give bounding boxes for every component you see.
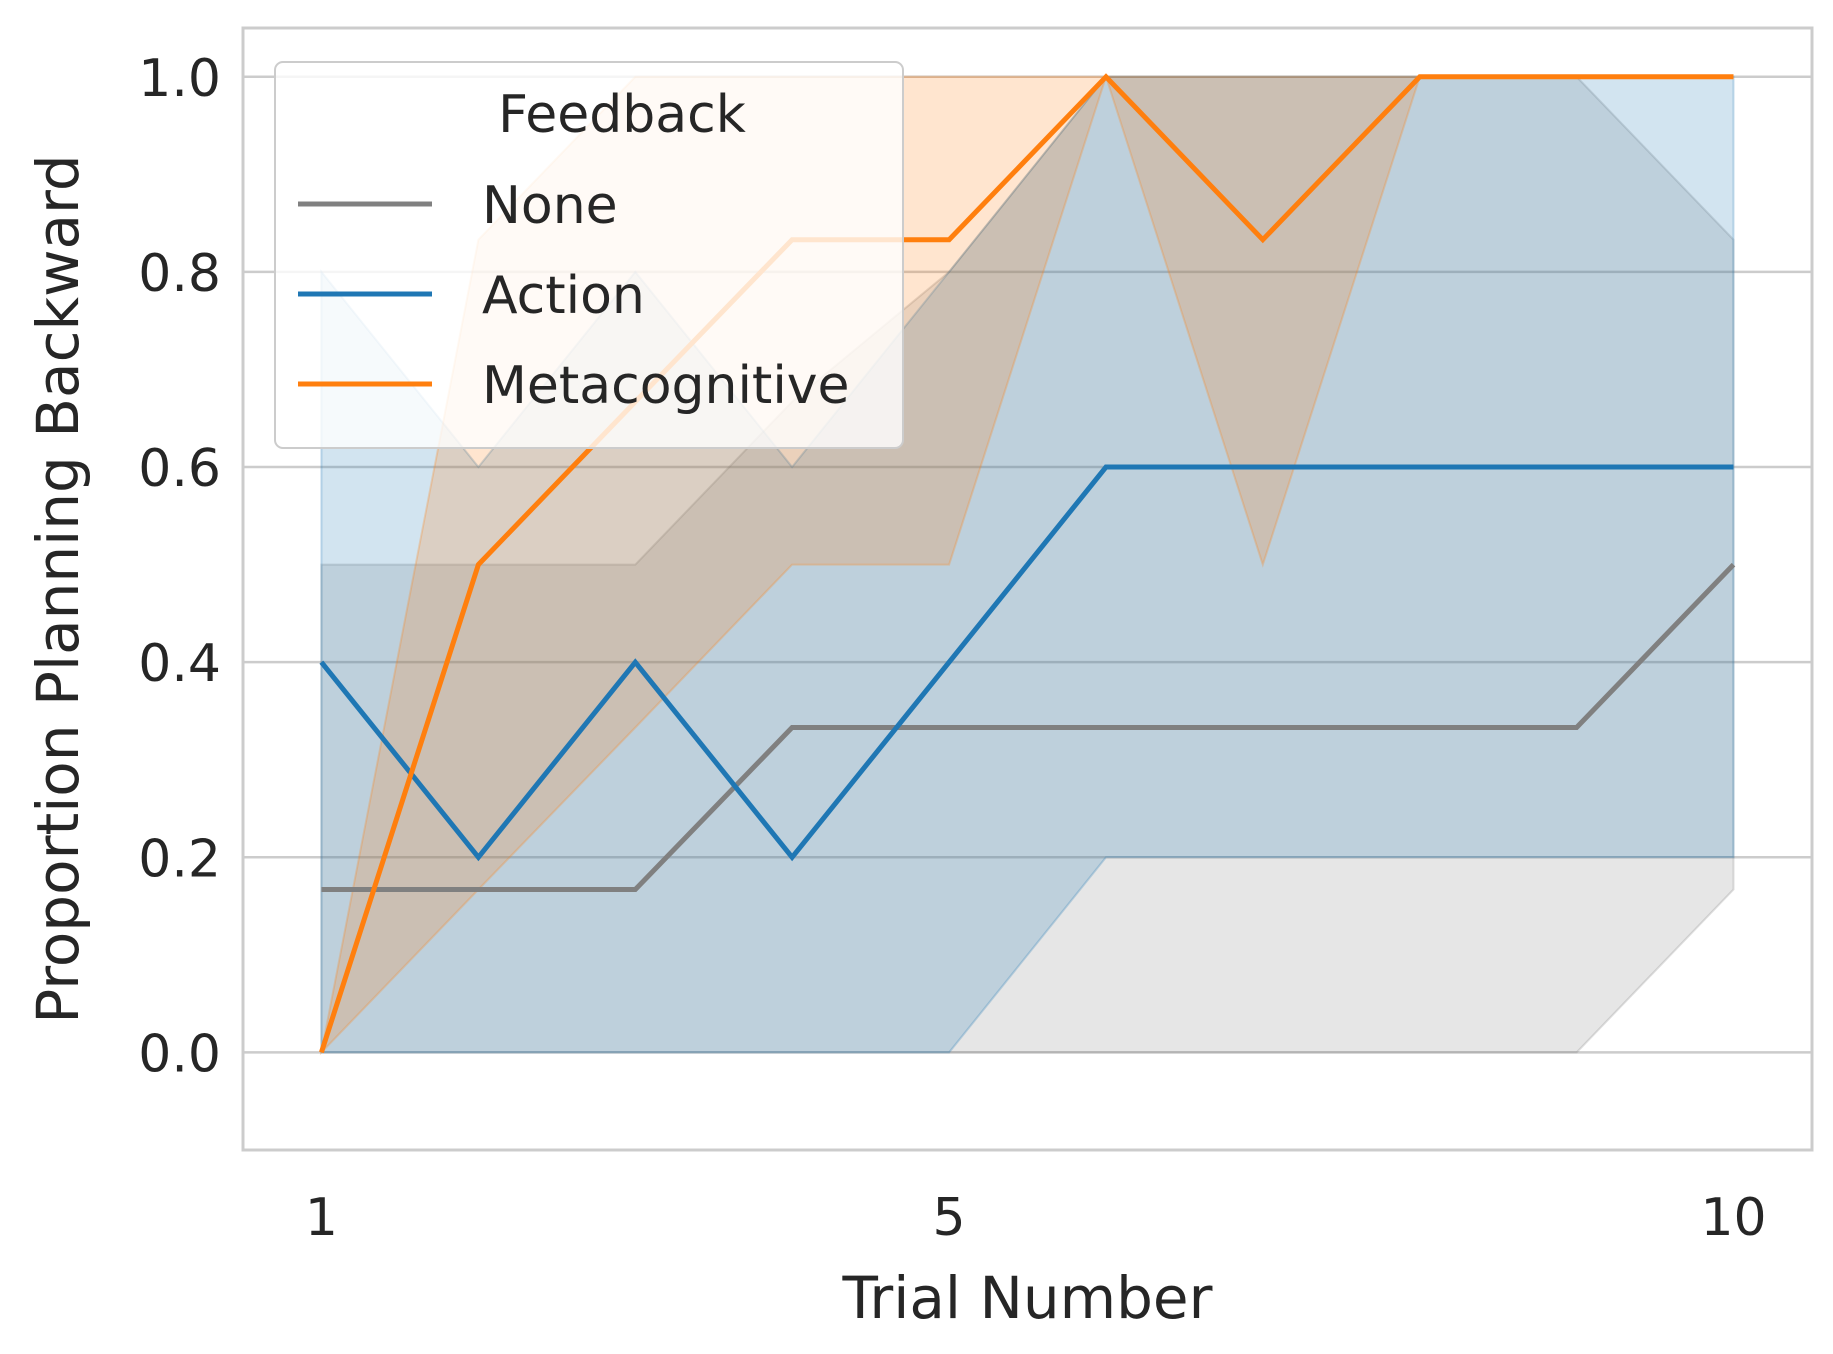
y-tick-label: 0.6 (138, 439, 221, 499)
legend-items: None Action Metacognitive (298, 176, 850, 416)
y-tick-label: 0.2 (138, 829, 221, 889)
legend-label: None (482, 176, 618, 236)
y-axis-label: Proportion Planning Backward (24, 154, 92, 1023)
y-tick-label: 0.8 (138, 244, 221, 304)
x-tick-label: 5 (933, 1188, 966, 1248)
series-line (321, 562, 1736, 892)
legend-title: Feedback (498, 85, 746, 145)
x-tick-label: 1 (305, 1188, 338, 1248)
y-tick-label: 0.0 (138, 1024, 221, 1084)
legend-label: Action (482, 266, 645, 326)
series-lines (319, 73, 1736, 1054)
x-tick-label: 10 (1700, 1188, 1766, 1248)
series-line (319, 464, 1734, 862)
legend-label: Metacognitive (482, 356, 850, 416)
legend-box (274, 61, 904, 449)
series-line (319, 73, 1734, 1054)
x-axis-label: Trial Number (842, 1264, 1213, 1332)
y-tick-label: 0.4 (138, 634, 221, 694)
legend: Feedback None Action Metacognitive (274, 61, 904, 449)
y-axis-ticks: 0.0 0.2 0.4 0.6 0.8 1.0 (138, 49, 221, 1085)
x-axis-ticks: 1 5 10 (305, 1188, 1767, 1248)
plot-frame (241, 26, 1814, 1152)
y-tick-label: 1.0 (138, 49, 221, 109)
